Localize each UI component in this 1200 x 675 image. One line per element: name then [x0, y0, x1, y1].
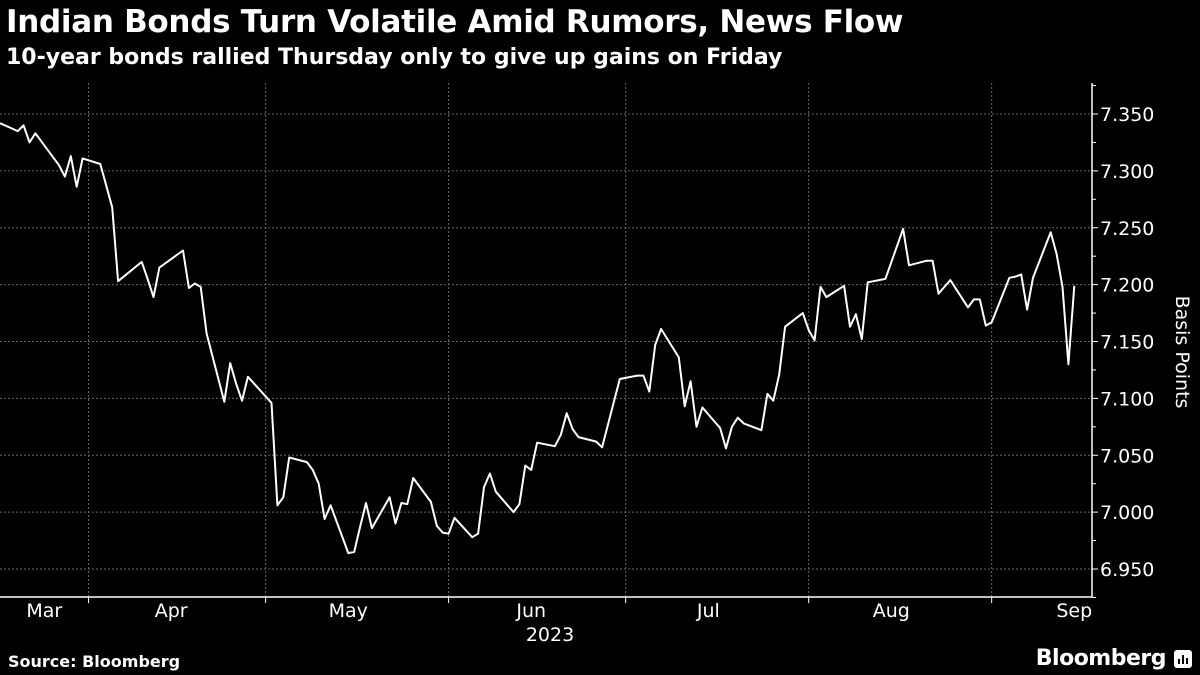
- bloomberg-logo: Bloomberg: [1036, 646, 1192, 671]
- x-tick-label: May: [329, 600, 368, 622]
- bar-chart-icon: [1174, 649, 1192, 668]
- brand-name: Bloomberg: [1035, 646, 1167, 671]
- y-tick-label: 7.200: [1100, 275, 1154, 297]
- y-tick-label: 7.150: [1100, 332, 1154, 354]
- x-tick-label: Jul: [696, 600, 720, 622]
- x-axis-title: 2023: [526, 624, 574, 646]
- x-tick-label: Jun: [515, 600, 546, 622]
- y-axis-title: Basis Points: [1171, 296, 1193, 409]
- y-tick-label: 7.350: [1100, 104, 1154, 126]
- x-tick-label: Apr: [155, 600, 188, 622]
- y-tick-label: 7.300: [1100, 161, 1154, 183]
- y-tick-label: 7.050: [1100, 445, 1154, 467]
- y-tick-label: 7.250: [1100, 218, 1154, 240]
- x-tick-label: Aug: [873, 600, 910, 622]
- y-tick-label: 7.000: [1100, 502, 1154, 524]
- yield-line: [0, 122, 1076, 555]
- source-note: Source: Bloomberg: [8, 652, 181, 671]
- chart-title: Indian Bonds Turn Volatile Amid Rumors, …: [6, 4, 904, 40]
- y-tick-label: 7.100: [1100, 388, 1154, 410]
- y-tick-label: 6.950: [1100, 559, 1154, 581]
- x-tick-label: Mar: [26, 600, 62, 622]
- chart-subtitle: 10-year bonds rallied Thursday only to g…: [6, 45, 783, 70]
- x-tick-label: Sep: [1056, 600, 1092, 622]
